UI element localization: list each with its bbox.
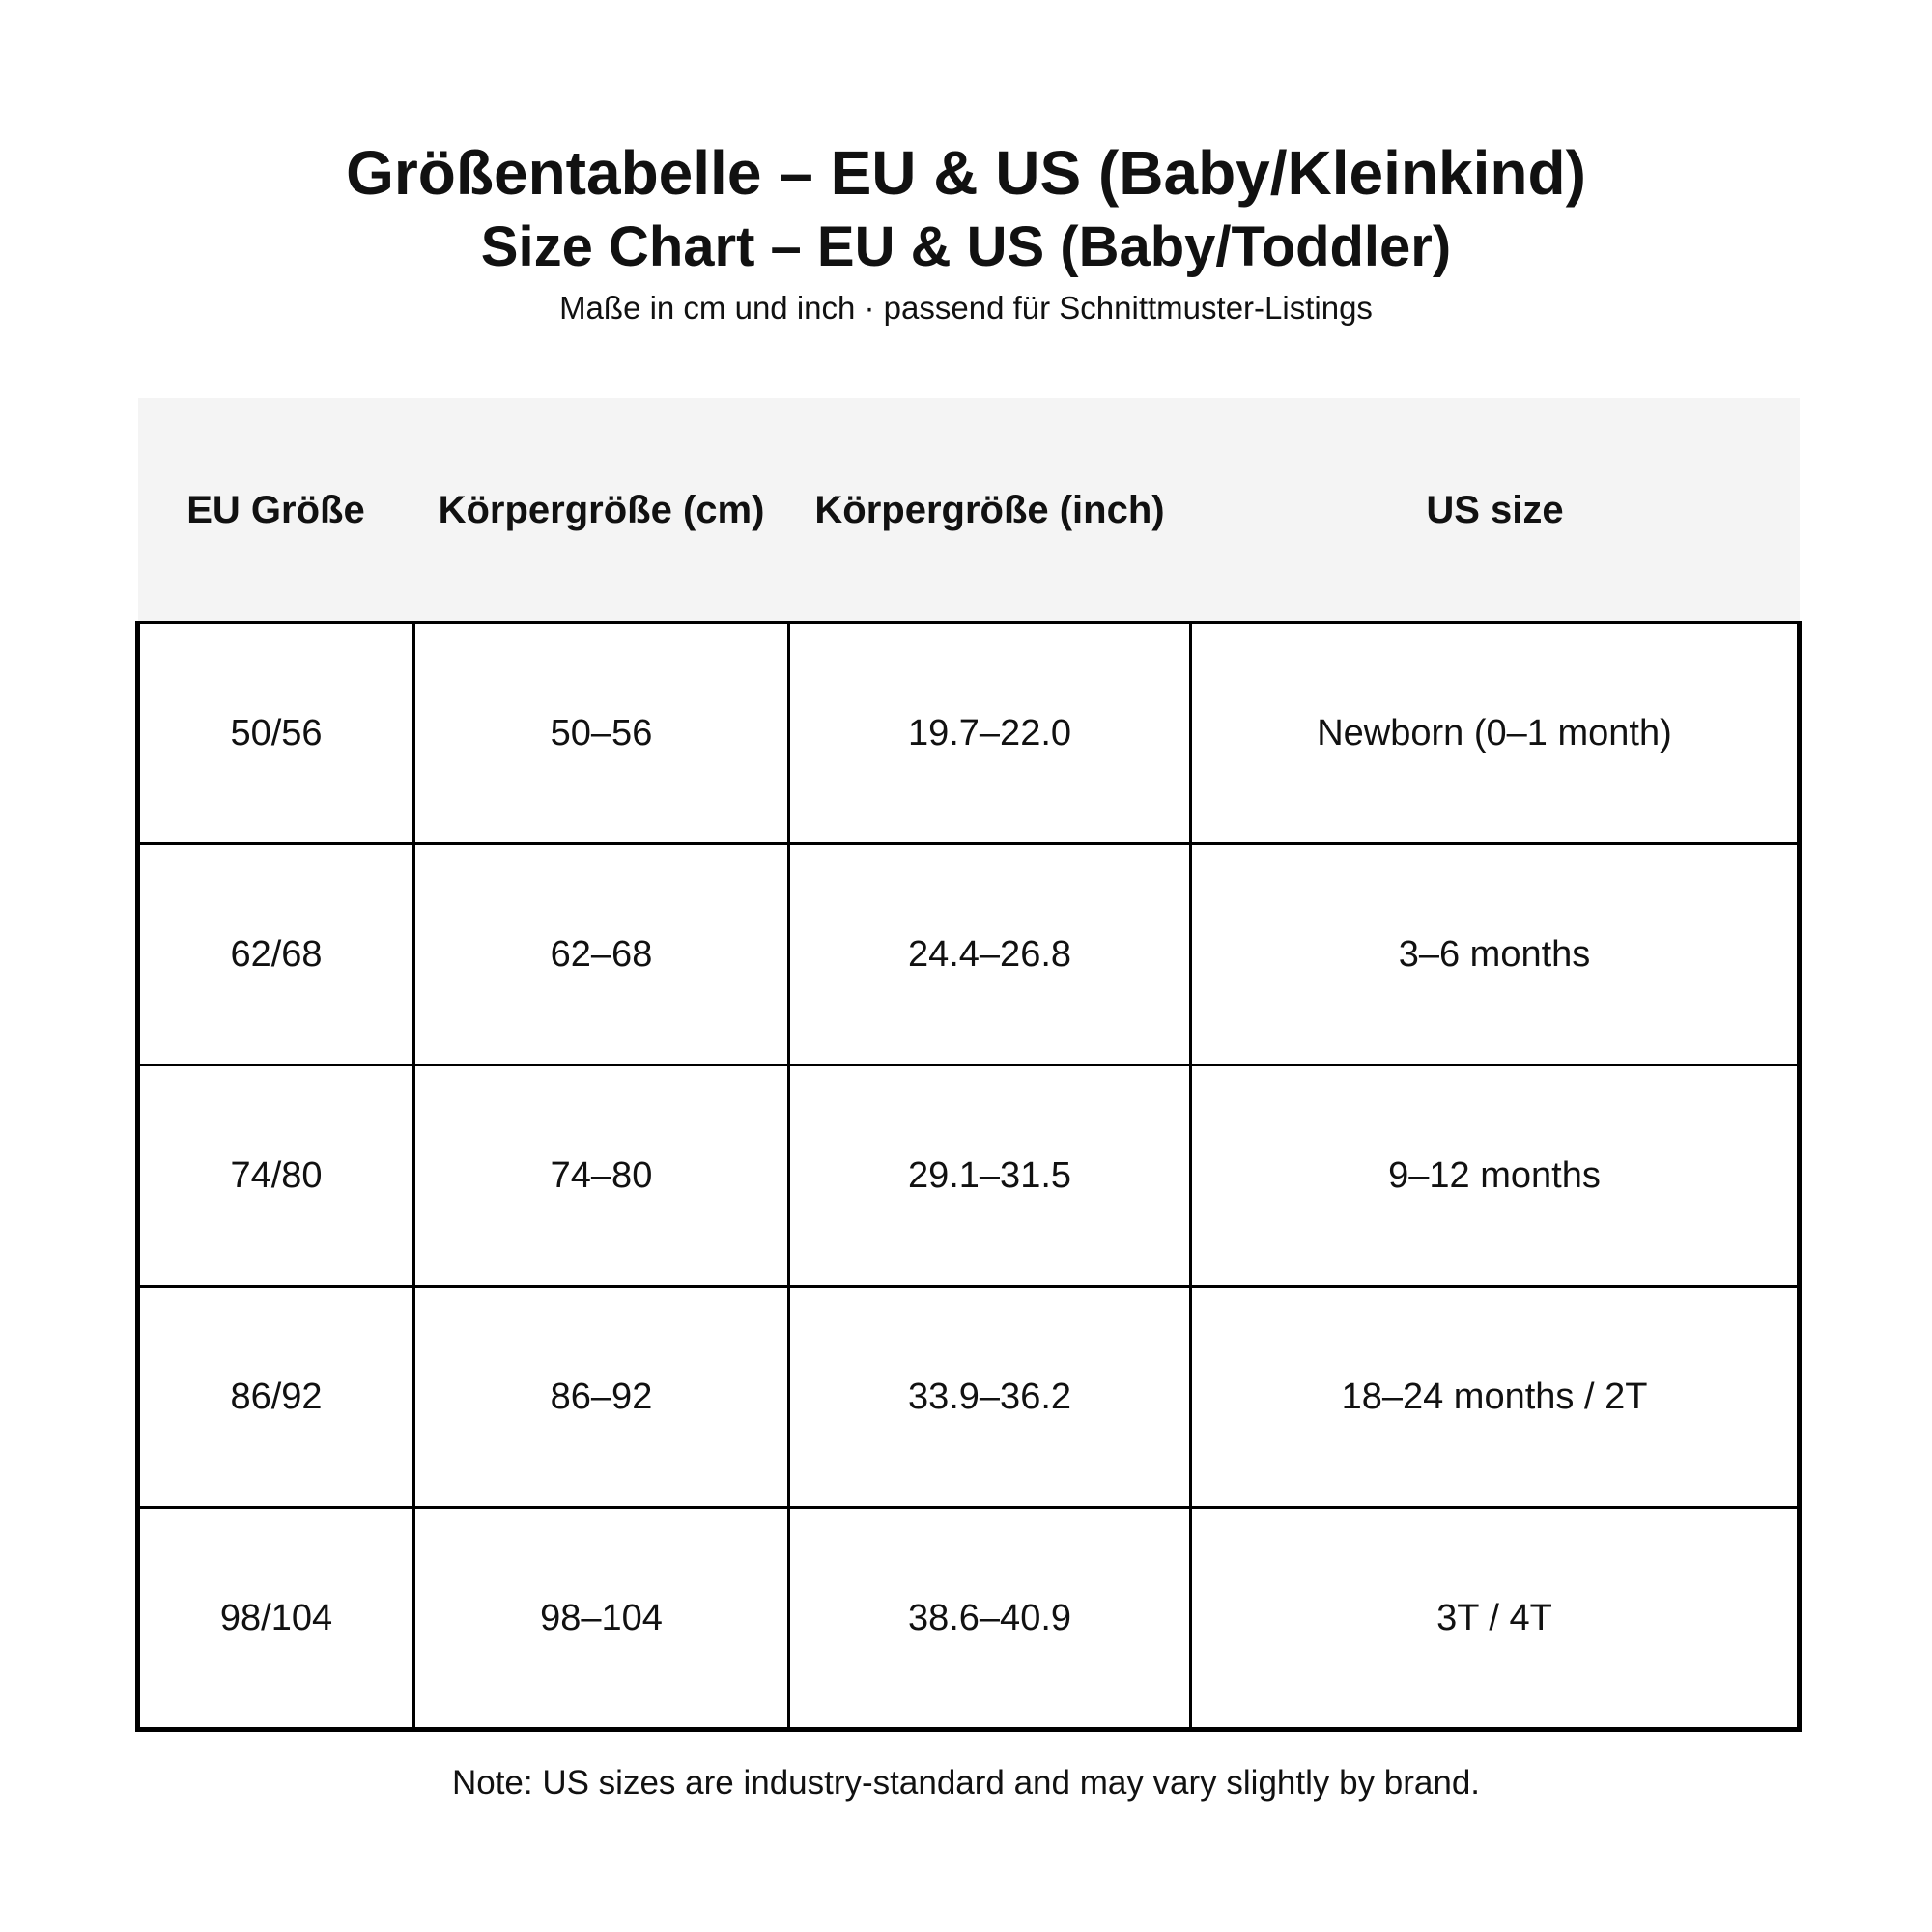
table-cell: 38.6–40.9	[787, 1506, 1192, 1732]
table-cell: 74/80	[135, 1064, 415, 1288]
table-cell: 50/56	[135, 621, 415, 845]
table-cell: 50–56	[412, 621, 790, 845]
table-row: 86/92 86–92 33.9–36.2 18–24 months / 2T	[135, 1285, 1802, 1509]
table-cell: 62/68	[135, 842, 415, 1066]
footnote: Note: US sizes are industry-standard and…	[451, 1764, 1481, 1802]
table-cell: 18–24 months / 2T	[1189, 1285, 1802, 1509]
table-cell: 9–12 months	[1189, 1064, 1802, 1288]
table-cell: 24.4–26.8	[787, 842, 1192, 1066]
size-table: EU Größe Körpergröße (cm) Körpergröße (inc…	[135, 398, 1802, 1732]
table-cell: 86–92	[412, 1285, 790, 1509]
table-cell: 33.9–36.2	[787, 1285, 1192, 1509]
table-cell: 98/104	[135, 1506, 415, 1732]
table-row: 74/80 74–80 29.1–31.5 9–12 months	[135, 1064, 1802, 1288]
table-row: 50/56 50–56 19.7–22.0 Newborn (0–1 month)	[135, 621, 1802, 845]
table-cell: 86/92	[135, 1285, 415, 1509]
column-header: EU Größe	[137, 398, 414, 624]
table-cell: 3T / 4T	[1189, 1506, 1802, 1732]
column-header: Körpergröße (inch)	[788, 398, 1191, 624]
table-header-row: EU Größe Körpergröße (cm) Körpergröße (inc…	[137, 398, 1800, 624]
caption: Maße in cm und inch · passend für Schnit…	[559, 290, 1373, 326]
table-row: 62/68 62–68 24.4–26.8 3–6 months	[135, 842, 1802, 1066]
table-cell: 74–80	[412, 1064, 790, 1288]
column-header: US size	[1190, 398, 1800, 624]
table-cell: Newborn (0–1 month)	[1189, 621, 1802, 845]
table-cell: 29.1–31.5	[787, 1064, 1192, 1288]
table-cell: 19.7–22.0	[787, 621, 1192, 845]
table-cell: 3–6 months	[1189, 842, 1802, 1066]
table-cell: 62–68	[412, 842, 790, 1066]
table-row: 98/104 98–104 38.6–40.9 3T / 4T	[135, 1506, 1802, 1732]
column-header: Körpergröße (cm)	[413, 398, 789, 624]
page-subtitle: Size Chart – EU & US (Baby/Toddler)	[480, 215, 1452, 278]
table-cell: 98–104	[412, 1506, 790, 1732]
page-title: Größentabelle – EU & US (Baby/Kleinkind)	[346, 138, 1586, 208]
